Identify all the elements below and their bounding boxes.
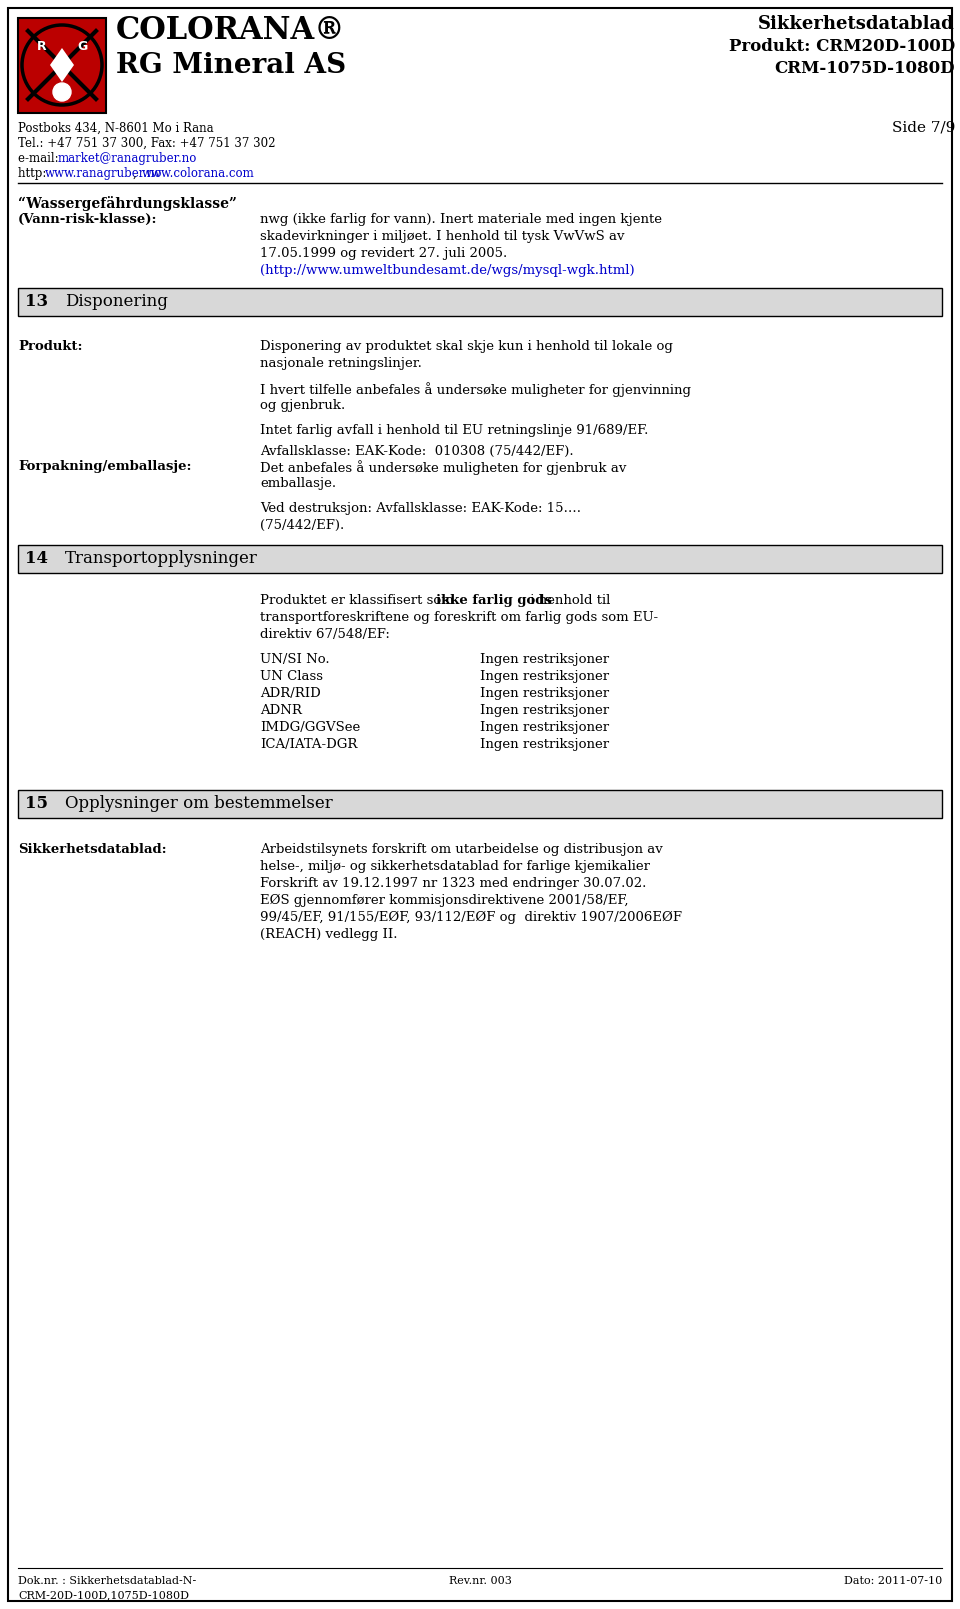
- Polygon shape: [50, 48, 74, 82]
- Text: Disponering av produktet skal skje kun i henhold til lokale og: Disponering av produktet skal skje kun i…: [260, 339, 673, 352]
- Text: www.ranagruber.no: www.ranagruber.no: [45, 167, 162, 180]
- Text: 17.05.1999 og revidert 27. juli 2005.: 17.05.1999 og revidert 27. juli 2005.: [260, 248, 507, 261]
- Text: Rev.nr. 003: Rev.nr. 003: [448, 1575, 512, 1586]
- Text: nasjonale retningslinjer.: nasjonale retningslinjer.: [260, 357, 421, 370]
- Text: Ingen restriksjoner: Ingen restriksjoner: [480, 705, 610, 718]
- Text: Ingen restriksjoner: Ingen restriksjoner: [480, 739, 610, 751]
- Text: RG Mineral AS: RG Mineral AS: [116, 51, 347, 79]
- Text: Intet farlig avfall i henhold til EU retningslinje 91/689/EF.: Intet farlig avfall i henhold til EU ret…: [260, 425, 648, 438]
- Text: UN/SI No.: UN/SI No.: [260, 653, 329, 666]
- Text: Ingen restriksjoner: Ingen restriksjoner: [480, 687, 610, 700]
- Text: ICA/IATA-DGR: ICA/IATA-DGR: [260, 739, 357, 751]
- Text: Postboks 434, N-8601 Mo i Rana: Postboks 434, N-8601 Mo i Rana: [18, 122, 214, 135]
- Text: I hvert tilfelle anbefales å undersøke muligheter for gjenvinning: I hvert tilfelle anbefales å undersøke m…: [260, 381, 691, 397]
- Text: Ingen restriksjoner: Ingen restriksjoner: [480, 669, 610, 682]
- Text: Ved destruksjon: Avfallsklasse: EAK-Kode: 15….: Ved destruksjon: Avfallsklasse: EAK-Kode…: [260, 502, 581, 515]
- Bar: [18, 545, 942, 573]
- Circle shape: [53, 84, 71, 101]
- Text: Sikkerhetsdatablad:: Sikkerhetsdatablad:: [18, 843, 167, 856]
- Text: Arbeidstilsynets forskrift om utarbeidelse og distribusjon av: Arbeidstilsynets forskrift om utarbeidel…: [260, 843, 662, 856]
- Text: Produktet er klassifisert som: Produktet er klassifisert som: [260, 594, 458, 607]
- Text: ADNR: ADNR: [260, 705, 301, 718]
- Text: helse-, miljø- og sikkerhetsdatablad for farlige kjemikalier: helse-, miljø- og sikkerhetsdatablad for…: [260, 859, 650, 874]
- Text: og gjenbruk.: og gjenbruk.: [260, 399, 346, 412]
- Text: 15: 15: [25, 795, 48, 813]
- Text: CRM-20D-100D,1075D-1080D: CRM-20D-100D,1075D-1080D: [18, 1590, 189, 1599]
- Text: (http://www.umweltbundesamt.de/wgs/mysql-wgk.html): (http://www.umweltbundesamt.de/wgs/mysql…: [260, 264, 635, 277]
- Text: Produkt: CRM20D-100D: Produkt: CRM20D-100D: [729, 39, 955, 55]
- Text: 13: 13: [25, 293, 48, 311]
- Text: Opplysninger om bestemmelser: Opplysninger om bestemmelser: [65, 795, 333, 813]
- Text: CRM-1075D-1080D: CRM-1075D-1080D: [775, 60, 955, 77]
- Text: EØS gjennomfører kommisjonsdirektivene 2001/58/EF,: EØS gjennomfører kommisjonsdirektivene 2…: [260, 895, 629, 907]
- Text: Produkt:: Produkt:: [18, 339, 83, 352]
- Text: i henhold til: i henhold til: [526, 594, 611, 607]
- Text: Disponering: Disponering: [65, 293, 168, 311]
- Bar: [18, 18, 106, 113]
- Text: R: R: [37, 40, 47, 53]
- Text: Dok.nr. : Sikkerhetsdatablad-N-: Dok.nr. : Sikkerhetsdatablad-N-: [18, 1575, 196, 1586]
- Text: UN Class: UN Class: [260, 669, 323, 682]
- Text: ,: ,: [133, 167, 140, 180]
- Text: G: G: [77, 40, 87, 53]
- Text: ikke farlig gods: ikke farlig gods: [436, 594, 552, 607]
- Text: direktiv 67/548/EF:: direktiv 67/548/EF:: [260, 628, 390, 640]
- Text: (Vann-risk-klasse):: (Vann-risk-klasse):: [18, 212, 157, 225]
- Text: market@ranagruber.no: market@ranagruber.no: [58, 151, 198, 166]
- Text: Tel.: +47 751 37 300, Fax: +47 751 37 302: Tel.: +47 751 37 300, Fax: +47 751 37 30…: [18, 137, 276, 150]
- Text: Sikkerhetsdatablad: Sikkerhetsdatablad: [758, 14, 955, 34]
- Text: Forpakning/emballasje:: Forpakning/emballasje:: [18, 460, 191, 473]
- Text: (REACH) vedlegg II.: (REACH) vedlegg II.: [260, 928, 397, 941]
- Text: ADR/RID: ADR/RID: [260, 687, 321, 700]
- Text: Avfallsklasse: EAK-Kode:  010308 (75/442/EF).: Avfallsklasse: EAK-Kode: 010308 (75/442/…: [260, 446, 574, 459]
- Text: skadevirkninger i miljøet. I henhold til tysk VwVwS av: skadevirkninger i miljøet. I henhold til…: [260, 230, 625, 243]
- Text: Forskrift av 19.12.1997 nr 1323 med endringer 30.07.02.: Forskrift av 19.12.1997 nr 1323 med endr…: [260, 877, 646, 890]
- Text: Ingen restriksjoner: Ingen restriksjoner: [480, 721, 610, 734]
- Bar: [18, 288, 942, 315]
- Text: (75/442/EF).: (75/442/EF).: [260, 520, 345, 533]
- Text: transportforeskriftene og foreskrift om farlig gods som EU-: transportforeskriftene og foreskrift om …: [260, 611, 659, 624]
- Text: Side 7/9: Side 7/9: [892, 121, 955, 134]
- Text: emballasje.: emballasje.: [260, 476, 336, 491]
- Text: 99/45/EF, 91/155/EØF, 93/112/EØF og  direktiv 1907/2006EØF: 99/45/EF, 91/155/EØF, 93/112/EØF og dire…: [260, 911, 682, 924]
- Text: Transportopplysninger: Transportopplysninger: [65, 550, 258, 566]
- Text: 14: 14: [25, 550, 48, 566]
- Text: COLORANA®: COLORANA®: [116, 14, 346, 47]
- Bar: [18, 790, 942, 817]
- Text: Ingen restriksjoner: Ingen restriksjoner: [480, 653, 610, 666]
- Text: http:: http:: [18, 167, 50, 180]
- Text: e-mail:: e-mail:: [18, 151, 62, 166]
- Text: IMDG/GGVSee: IMDG/GGVSee: [260, 721, 360, 734]
- Text: www.colorana.com: www.colorana.com: [142, 167, 254, 180]
- Text: Det anbefales å undersøke muligheten for gjenbruk av: Det anbefales å undersøke muligheten for…: [260, 460, 626, 475]
- Text: nwg (ikke farlig for vann). Inert materiale med ingen kjente: nwg (ikke farlig for vann). Inert materi…: [260, 212, 662, 225]
- Text: Dato: 2011-07-10: Dato: 2011-07-10: [844, 1575, 942, 1586]
- Text: “Wassergefährdungsklasse”: “Wassergefährdungsklasse”: [18, 196, 237, 211]
